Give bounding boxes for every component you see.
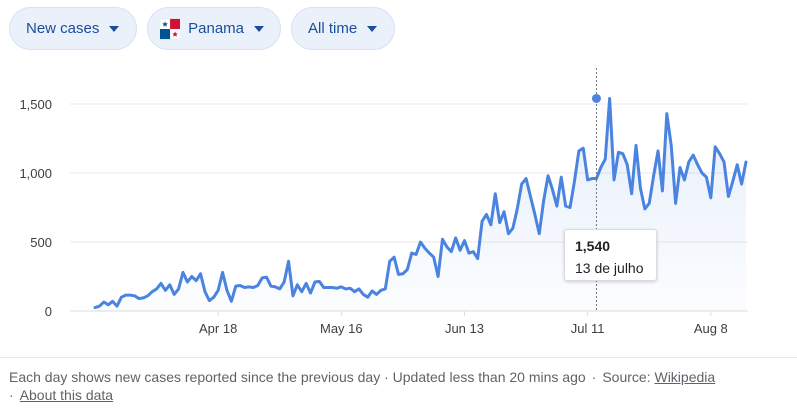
chevron-down-icon <box>109 25 120 32</box>
y-tick-label: 1,000 <box>19 166 52 181</box>
source-link[interactable]: Wikipedia <box>654 369 716 385</box>
highlight-point[interactable] <box>591 93 601 103</box>
range-dropdown[interactable]: All time <box>291 7 395 50</box>
y-tick-label: 1,500 <box>19 97 52 112</box>
x-tick-label: Jun 13 <box>445 321 484 336</box>
country-dropdown[interactable]: Panama <box>147 7 281 50</box>
y-tick-label: 0 <box>45 304 52 319</box>
chart-tooltip: 1,540 13 de julho <box>564 229 657 281</box>
footer-separator: · <box>9 387 14 403</box>
metric-dropdown[interactable]: New cases <box>9 7 137 50</box>
country-dropdown-label: Panama <box>188 20 244 37</box>
source-label: Source: <box>602 369 651 385</box>
chevron-down-icon <box>254 25 264 32</box>
chevron-down-icon <box>367 25 378 32</box>
footer-divider <box>0 357 797 358</box>
x-tick-label: Apr 18 <box>199 321 237 336</box>
about-data-link[interactable]: About this data <box>19 387 114 403</box>
x-tick-label: Aug 8 <box>694 321 728 336</box>
tooltip-value: 1,540 <box>575 238 611 254</box>
y-tick-label: 500 <box>30 235 52 250</box>
panama-flag-icon <box>160 18 181 39</box>
x-tick-label: May 16 <box>320 321 363 336</box>
metric-dropdown-label: New cases <box>26 20 100 37</box>
chart-footer: Each day shows new cases reported since … <box>9 368 789 404</box>
filter-bar: New cases Panama All time <box>9 7 395 50</box>
chart-area[interactable]: 0 500 1,000 1,500 Apr 18 May 16 Jun 13 Jul 11 Au… <box>0 60 797 350</box>
series-line <box>93 96 748 310</box>
tooltip-date: 13 de julho <box>575 260 644 276</box>
range-dropdown-label: All time <box>308 20 358 37</box>
x-tick-label: Jul 11 <box>571 321 605 336</box>
line-chart[interactable]: 0 500 1,000 1,500 Apr 18 May 16 Jun 13 Jul 11 Au… <box>0 60 797 350</box>
footer-note: Each day shows new cases reported since … <box>9 369 586 385</box>
footer-separator: · <box>591 369 597 385</box>
